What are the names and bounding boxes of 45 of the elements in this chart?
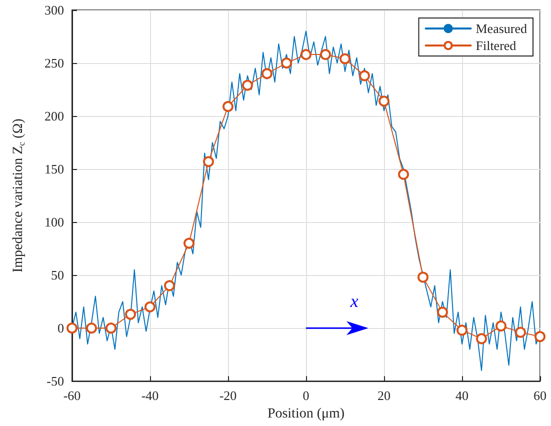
point [359, 70, 370, 82]
x-tick-label: 20 [378, 388, 390, 404]
x-axis-title: Position (μm) [267, 406, 345, 422]
point [456, 324, 468, 336]
y-tick-label: 200 [44, 108, 64, 124]
point [242, 80, 253, 91]
y-tick-label: 250 [44, 56, 64, 71]
y-tick-label: -50 [46, 374, 64, 389]
point [515, 326, 526, 338]
x-tick-label: 60 [534, 388, 546, 404]
point [86, 322, 97, 334]
point [534, 331, 546, 342]
y-tick-label: 100 [44, 214, 64, 230]
point [184, 238, 194, 249]
point [222, 100, 234, 112]
x-tick-label: -20 [219, 388, 237, 404]
point [476, 333, 487, 344]
legend-label: Measured [476, 21, 528, 36]
x-tick-label: -60 [63, 388, 81, 404]
x-tick-label: 0 [302, 388, 310, 404]
y-tick-label: 0 [58, 320, 64, 336]
point [125, 308, 136, 320]
point [106, 322, 116, 334]
point [418, 272, 428, 283]
y-tick-label: 150 [44, 162, 64, 177]
point [144, 301, 156, 312]
point [66, 322, 78, 334]
point [281, 58, 292, 69]
y-tick-label: 50 [51, 268, 64, 283]
point [164, 280, 175, 292]
point [203, 156, 214, 168]
y-axis-title: Impedance variation Zc (Ω) [11, 118, 26, 273]
point [300, 49, 312, 60]
y-tick-label: 300 [44, 2, 64, 18]
point [437, 306, 448, 318]
annotation: x⃗ [350, 291, 372, 312]
x-tick-label: 40 [456, 388, 468, 404]
point [340, 53, 350, 64]
point [378, 96, 390, 107]
point [496, 320, 506, 332]
point [320, 49, 331, 60]
point [262, 68, 272, 80]
legend-label: Filtered [476, 38, 517, 53]
x-tick-label: -40 [141, 388, 159, 404]
point [398, 168, 409, 180]
